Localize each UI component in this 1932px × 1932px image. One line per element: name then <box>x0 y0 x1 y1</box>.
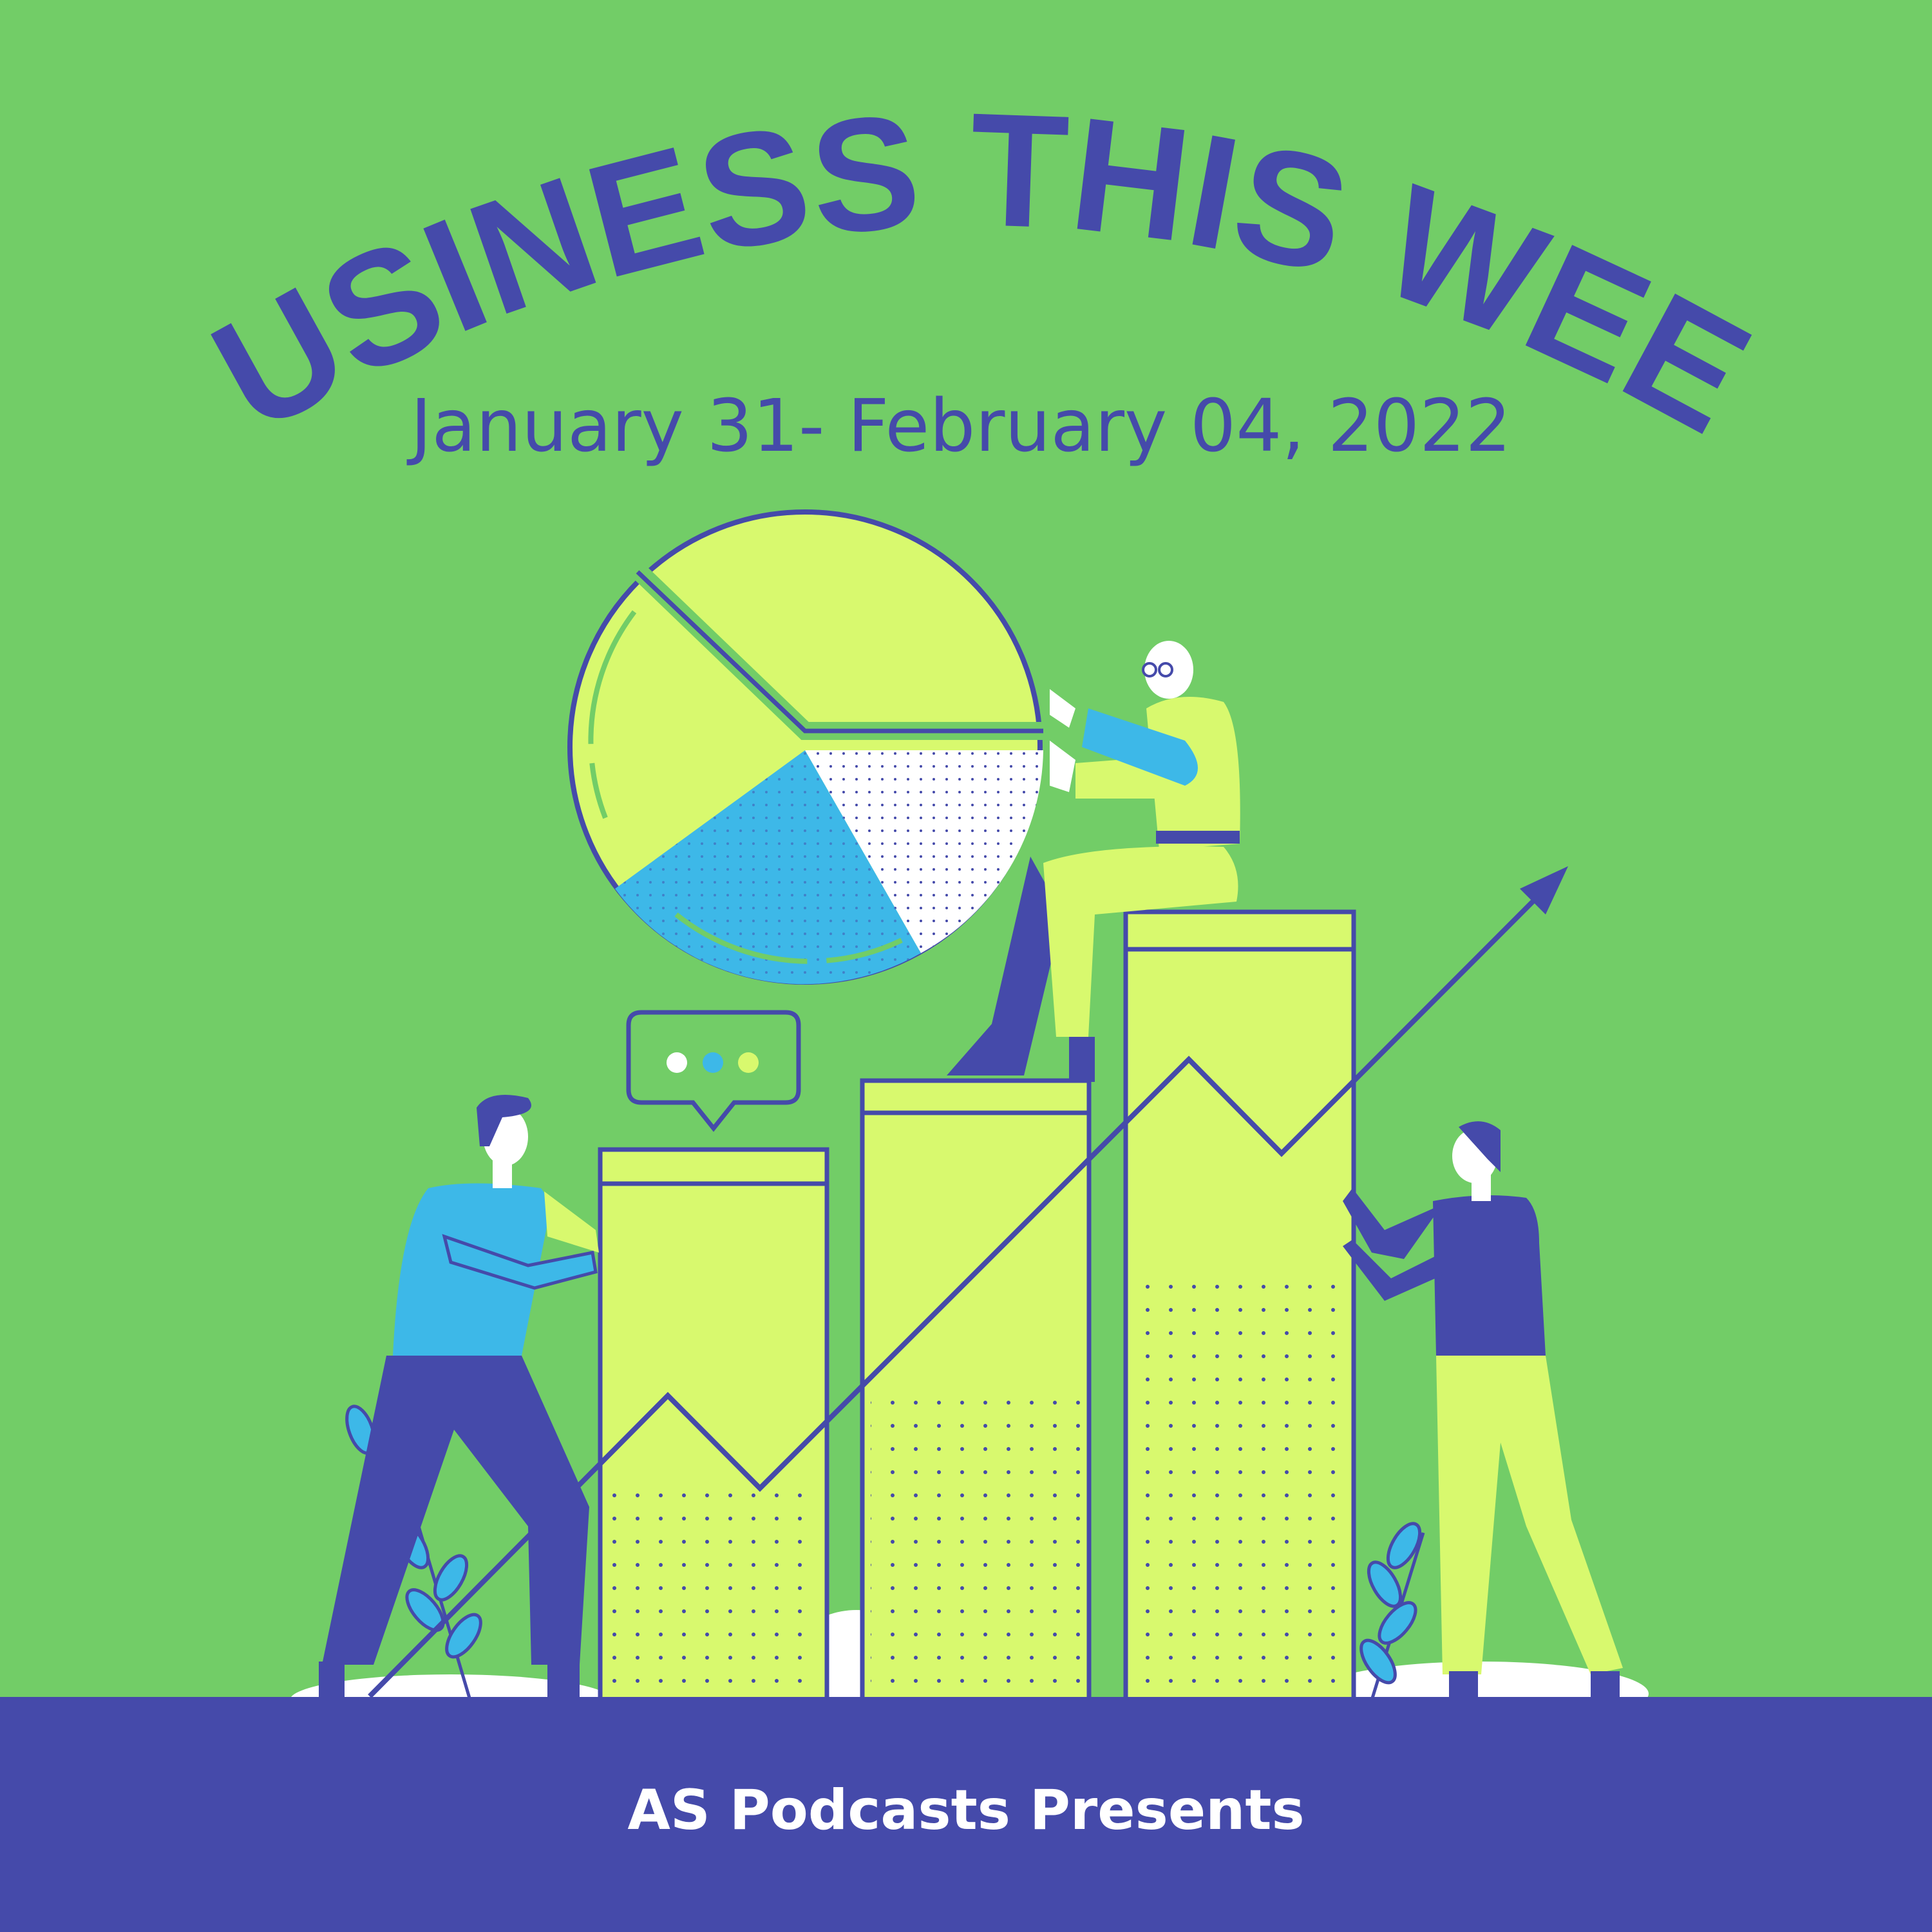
footer-band <box>0 1697 1932 1932</box>
person-right-icon <box>1343 1121 1623 1697</box>
plant-right-icon <box>1359 1522 1425 1701</box>
trend-arrow-icon <box>368 866 1568 1698</box>
pie-chart-icon <box>567 509 1043 985</box>
bar-chart <box>598 909 1356 1706</box>
footer-text: AS Podcasts Presents <box>627 1778 1304 1842</box>
speech-bubble-icon <box>626 1010 801 1132</box>
person-left-icon <box>319 1095 599 1697</box>
person-sitting-icon <box>947 641 1240 1082</box>
date-range: January 31- February 04, 2022 <box>406 384 1511 468</box>
